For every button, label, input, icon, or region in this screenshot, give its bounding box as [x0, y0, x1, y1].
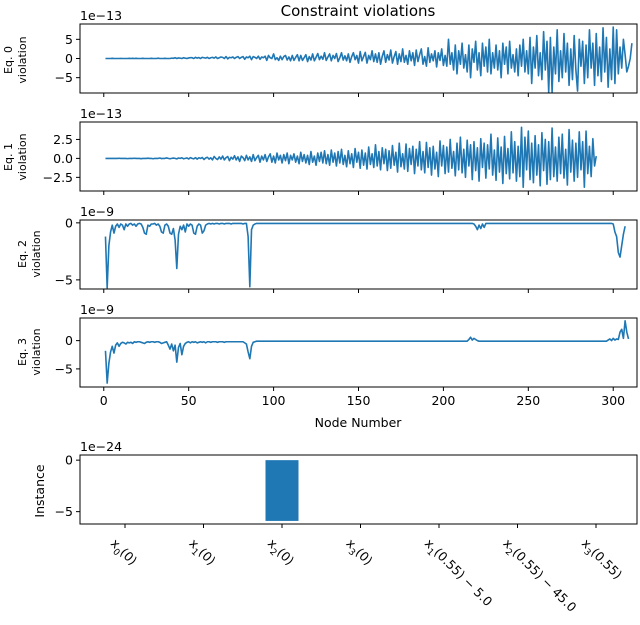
eq1-panel: Eq. 1 violation 1e−13 −2.5 0.0 2.5	[2, 106, 638, 195]
eq0-ylabel-line2: violation	[16, 36, 29, 83]
xtick-label: 200	[431, 393, 455, 408]
eq3-ytick-label: 0	[65, 333, 73, 348]
eq2-ylabel-line1: Eq. 2	[16, 240, 29, 268]
xtick-label: 100	[262, 393, 286, 408]
eq2-ytick-label: −5	[55, 272, 73, 287]
xtick-label: 250	[516, 393, 540, 408]
eq0-scale-label: 1e−13	[80, 8, 122, 23]
eq1-ytick-label: 2.5	[53, 132, 73, 147]
instance-ylabel: Instance	[32, 464, 47, 517]
figure-title: Constraint violations	[281, 2, 436, 20]
instance-scale-label: 1e−24	[80, 439, 122, 454]
eq0-panel: Eq. 0 violation 1e−13 −5 0 5	[2, 8, 638, 97]
eq1-ytick-label: 0.0	[53, 151, 73, 166]
xtick-label: 0	[100, 393, 108, 408]
instance-ytick-label: 0	[65, 453, 73, 468]
eq2-panel: Eq. 2 violation 1e−9 −5 0	[16, 204, 638, 293]
eq3-series-line	[104, 320, 630, 384]
eq3-ylabel-line2: violation	[30, 328, 43, 375]
eq1-scale-label: 1e−13	[80, 106, 122, 121]
eq2-ylabel-line2: violation	[30, 230, 43, 277]
eq1-series-line	[105, 126, 598, 189]
x-axis-label: Node Number	[315, 415, 403, 430]
xtick-label: 300	[601, 393, 625, 408]
eq3-panel: Eq. 3 violation 1e−9 −5 0 0 50 100 150 200 250 3…	[16, 302, 638, 408]
eq1-ytick-label: −2.5	[43, 170, 73, 185]
eq3-ylabel-line1: Eq. 3	[16, 338, 29, 366]
xtick-label: 50	[181, 393, 197, 408]
eq1-ylabel-line1: Eq. 1	[2, 143, 15, 171]
eq0-series-line	[105, 26, 633, 94]
eq2-ytick-label: 0	[65, 215, 73, 230]
eq2-series-line	[104, 222, 626, 289]
eq1-ylabel-line2: violation	[16, 133, 29, 180]
bar	[265, 460, 299, 521]
eq3-scale-label: 1e−9	[80, 302, 114, 317]
eq0-ytick-label: 0	[65, 51, 73, 66]
instance-axes-frame	[79, 454, 638, 525]
eq0-ytick-label: −5	[55, 70, 73, 85]
instance-ytick-label: −5	[55, 504, 73, 519]
xtick-label: 150	[347, 393, 371, 408]
eq3-ytick-label: −5	[55, 361, 73, 376]
eq0-ylabel-line1: Eq. 0	[2, 46, 15, 74]
eq2-scale-label: 1e−9	[80, 204, 114, 219]
eq0-ytick-label: 5	[65, 32, 73, 47]
